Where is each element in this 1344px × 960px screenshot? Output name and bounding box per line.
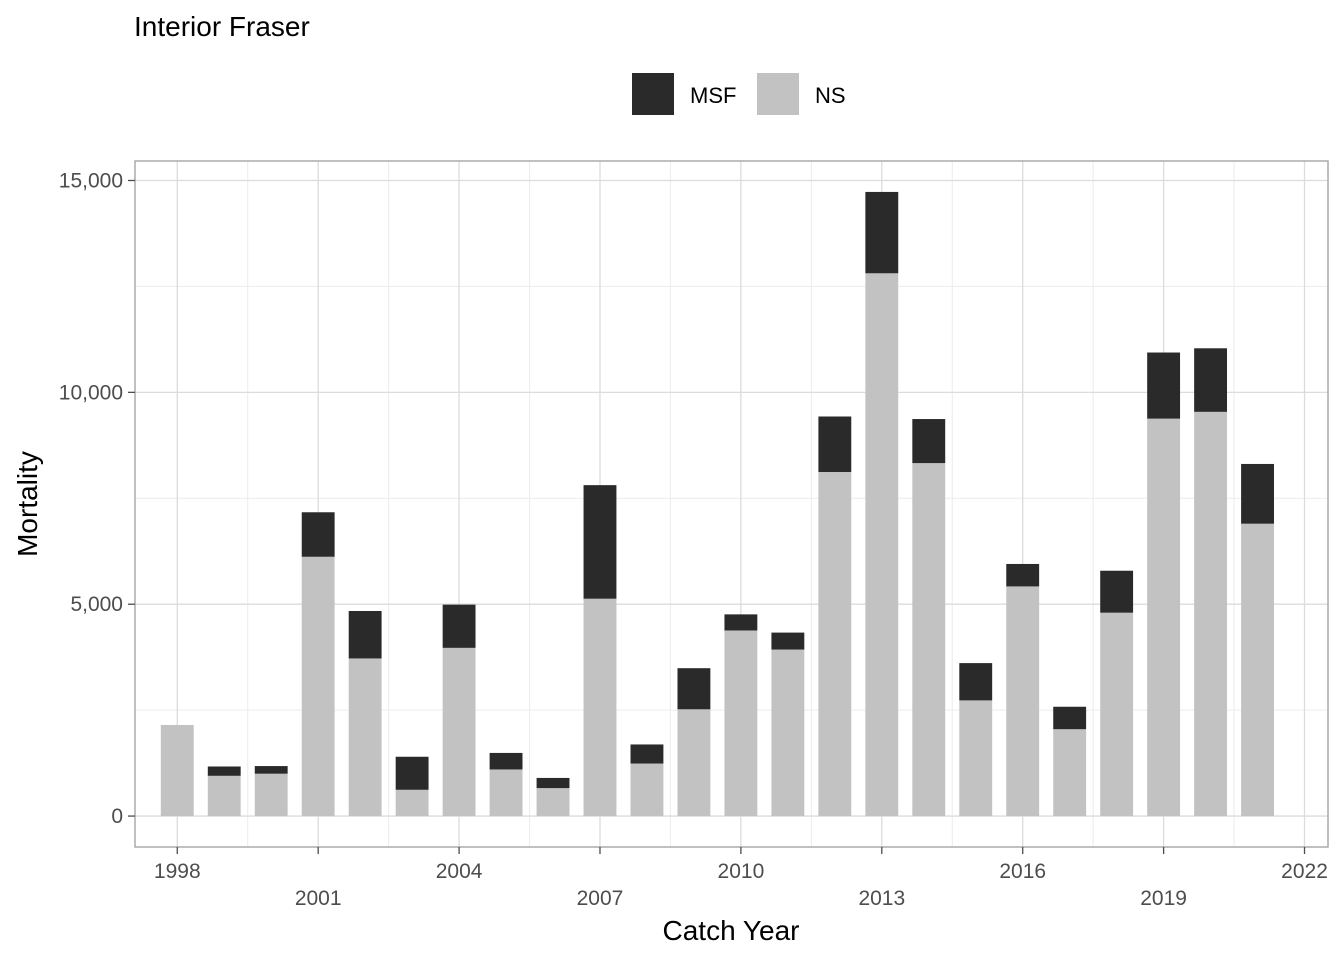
bar-ns-2005: [489, 769, 523, 817]
x-tick-label: 2016: [999, 860, 1046, 883]
bar-ns-2006: [536, 788, 570, 817]
bar-ns-2018: [1100, 612, 1134, 817]
bar-ns-2014: [912, 463, 946, 817]
bar-ns-2009: [677, 709, 711, 817]
y-tick-label: 5,000: [70, 593, 123, 616]
x-tick-label: 2010: [718, 860, 765, 883]
legend: MSF NS: [632, 73, 846, 115]
x-axis-title: Catch Year: [663, 915, 800, 946]
legend-label-ns: NS: [815, 83, 846, 108]
bar-msf-2017: [1053, 706, 1087, 730]
bar-ns-2021: [1241, 523, 1274, 817]
bar-msf-2011: [771, 632, 805, 650]
bar-ns-2012: [818, 472, 852, 817]
bar-ns-2010: [724, 630, 758, 817]
y-tick-label: 0: [111, 805, 123, 828]
x-tick-label: 2007: [577, 887, 624, 910]
bar-msf-2004: [442, 604, 476, 648]
x-tick-label: 2022: [1281, 860, 1328, 883]
bar-msf-2013: [865, 191, 899, 274]
bar-msf-2005: [489, 752, 523, 770]
plot-panel-border: [134, 160, 1329, 848]
bar-msf-2012: [818, 416, 852, 473]
bar-ns-2000: [254, 773, 288, 817]
bar-ns-2019: [1147, 418, 1181, 817]
bar-msf-2006: [536, 777, 570, 789]
bar-msf-2015: [959, 663, 993, 701]
bar-msf-2019: [1147, 352, 1181, 419]
bar-msf-2010: [724, 614, 758, 631]
bar-msf-1999: [207, 766, 241, 776]
bar-ns-2003: [395, 789, 429, 817]
bar-msf-2021: [1241, 463, 1274, 524]
x-tick-label: 2019: [1140, 887, 1187, 910]
legend-label-msf: MSF: [690, 83, 736, 108]
x-tick-label: 2001: [295, 887, 342, 910]
bar-msf-2008: [630, 744, 664, 764]
chart-title: Interior Fraser: [134, 11, 310, 42]
bar-ns-2015: [959, 700, 993, 817]
bar-ns-2011: [771, 649, 805, 817]
bars: [160, 191, 1274, 817]
bar-ns-2008: [630, 763, 664, 817]
bar-msf-2009: [677, 668, 711, 710]
x-tick-label: 2004: [436, 860, 483, 883]
bar-msf-2020: [1194, 348, 1228, 412]
bar-ns-1999: [207, 775, 241, 817]
y-tick-label: 15,000: [59, 169, 123, 192]
bar-ns-2020: [1194, 411, 1228, 817]
legend-swatch-ns: [757, 73, 799, 115]
bar-ns-2002: [348, 658, 382, 817]
x-axis-ticks: 1998 2001 2004 2007 2010 2013 2016 2019 2022: [154, 847, 1328, 910]
bar-msf-2001: [301, 512, 335, 557]
bar-msf-2002: [348, 610, 382, 659]
bar-ns-2016: [1006, 586, 1040, 817]
bar-ns-2017: [1053, 729, 1087, 817]
bar-msf-2016: [1006, 563, 1040, 587]
bar-ns-2013: [865, 273, 899, 817]
bar-msf-2007: [583, 485, 617, 599]
x-tick-label: 2013: [858, 887, 905, 910]
legend-swatch-msf: [632, 73, 674, 115]
x-tick-label: 1998: [154, 860, 201, 883]
bar-ns-2004: [442, 647, 476, 817]
bar-msf-2000: [254, 766, 288, 774]
bar-msf-2003: [395, 756, 429, 790]
y-axis-title: Mortality: [12, 451, 43, 557]
bar-ns-2001: [301, 556, 335, 817]
bar-ns-1998: [160, 724, 194, 817]
bar-msf-2014: [912, 419, 946, 464]
bar-msf-2018: [1100, 570, 1134, 613]
y-axis-ticks: 0 5,000 10,000 15,000: [59, 169, 135, 828]
bar-ns-2007: [583, 598, 617, 817]
y-tick-label: 10,000: [59, 381, 123, 404]
